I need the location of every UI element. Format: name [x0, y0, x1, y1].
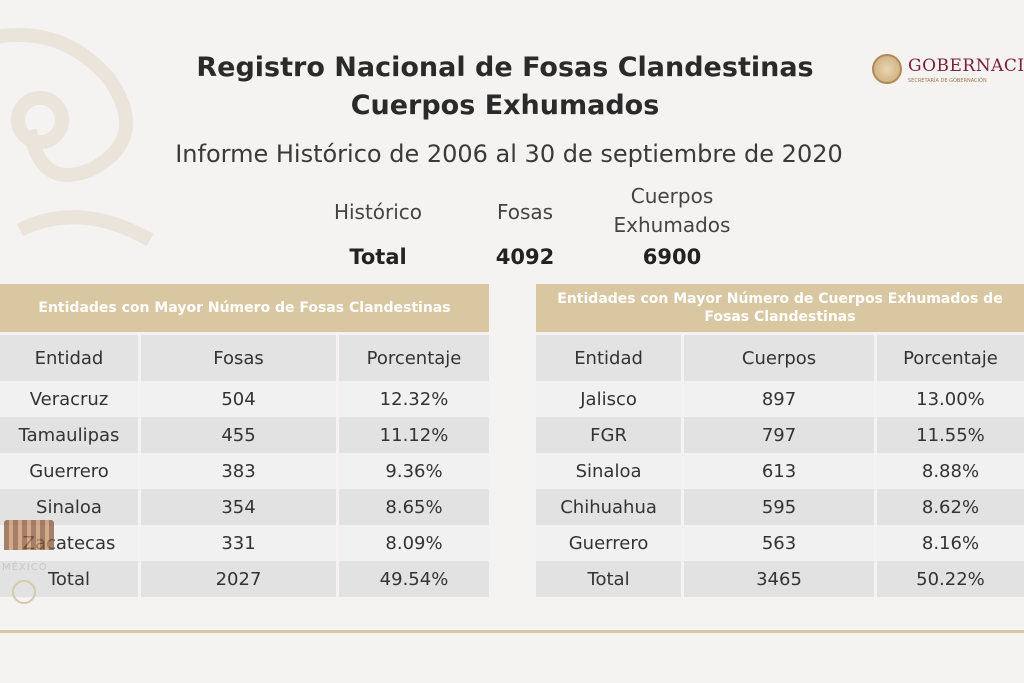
column-header: Entidad [536, 333, 683, 381]
summary-total-fosas: 4092 [495, 245, 555, 269]
cell-entidad: Total [0, 561, 140, 597]
corner-logo-text: MÉXICO [2, 562, 48, 573]
mexico-corner-logo: MÉXICO [0, 520, 60, 610]
column-header: Cuerpos [681, 333, 876, 381]
cell-fosas: 354 [138, 489, 338, 525]
column-header: Entidad [0, 333, 140, 381]
table-row: Guerrero 383 9.36% [0, 453, 489, 489]
cell-cuerpos: 897 [681, 381, 876, 417]
cell-porcentaje: 12.32% [336, 381, 489, 417]
page-subtitle: Informe Histórico de 2006 al 30 de septi… [175, 140, 843, 168]
cell-porcentaje: 8.65% [336, 489, 489, 525]
cell-entidad: Guerrero [536, 525, 683, 561]
seal-icon [872, 54, 902, 84]
cell-fosas: 2027 [138, 561, 338, 597]
table-row: Sinaloa 354 8.65% [0, 489, 489, 525]
table-row: FGR 797 11.55% [536, 417, 1024, 453]
cell-cuerpos: 563 [681, 525, 876, 561]
table-total-row: Total 2027 49.54% [0, 561, 489, 597]
gobernacion-logo: GOBERNACI SECRETARÍA DE GOBERNACIÓN [872, 52, 1024, 92]
table-fosas: Entidades con Mayor Número de Fosas Clan… [0, 284, 489, 597]
cell-cuerpos: 613 [681, 453, 876, 489]
decorative-pattern [0, 28, 154, 247]
table-row: Jalisco 897 13.00% [536, 381, 1024, 417]
table-header-row: Entidad Cuerpos Porcentaje [536, 333, 1024, 381]
divider [0, 630, 1024, 633]
cell-fosas: 383 [138, 453, 338, 489]
page-title-line2: Cuerpos Exhumados [350, 90, 660, 121]
table-row: Sinaloa 613 8.88% [536, 453, 1024, 489]
cell-porcentaje: 8.62% [873, 489, 1024, 525]
cell-entidad: Sinaloa [0, 489, 140, 525]
summary-total-cuerpos: 6900 [642, 245, 702, 269]
cell-fosas: 504 [138, 381, 338, 417]
cell-porcentaje: 8.16% [873, 525, 1024, 561]
summary-label-cuerpos: Cuerpos Exhumados [600, 182, 744, 240]
cell-porcentaje: 8.09% [336, 525, 489, 561]
cell-porcentaje: 11.12% [336, 417, 489, 453]
table-row: Zacatecas 331 8.09% [0, 525, 489, 561]
cell-cuerpos: 3465 [681, 561, 876, 597]
cell-entidad: Jalisco [536, 381, 683, 417]
table-total-row: Total 3465 50.22% [536, 561, 1024, 597]
cell-entidad: Chihuahua [536, 489, 683, 525]
summary-label-cuerpos-line1: Cuerpos [630, 184, 714, 208]
cell-fosas: 455 [138, 417, 338, 453]
cell-entidad: Total [536, 561, 683, 597]
cell-entidad: Tamaulipas [0, 417, 140, 453]
table-header-row: Entidad Fosas Porcentaje [0, 333, 489, 381]
cell-entidad: FGR [536, 417, 683, 453]
cell-porcentaje: 50.22% [873, 561, 1024, 597]
figures-icon [4, 520, 54, 550]
summary-total-label: Total [349, 245, 407, 269]
cell-entidad: Sinaloa [536, 453, 683, 489]
summary-label-historico: Histórico [333, 200, 423, 224]
summary-label-fosas: Fosas [496, 200, 554, 224]
table-row: Tamaulipas 455 11.12% [0, 417, 489, 453]
cell-porcentaje: 11.55% [873, 417, 1024, 453]
seal-icon [12, 580, 36, 604]
column-header: Fosas [138, 333, 338, 381]
table-row: Chihuahua 595 8.62% [536, 489, 1024, 525]
table-heading: Entidades con Mayor Número de Cuerpos Ex… [536, 284, 1024, 335]
column-header: Porcentaje [873, 333, 1024, 381]
cell-porcentaje: 9.36% [336, 453, 489, 489]
page-title: Registro Nacional de Fosas Clandestinas [196, 52, 814, 83]
cell-fosas: 331 [138, 525, 338, 561]
cell-entidad: Guerrero [0, 453, 140, 489]
cell-porcentaje: 49.54% [336, 561, 489, 597]
table-row: Guerrero 563 8.16% [536, 525, 1024, 561]
cell-cuerpos: 595 [681, 489, 876, 525]
cell-entidad: Veracruz [0, 381, 140, 417]
cell-porcentaje: 13.00% [873, 381, 1024, 417]
summary-label-cuerpos-line2: Exhumados [613, 213, 731, 237]
table-cuerpos: Entidades con Mayor Número de Cuerpos Ex… [536, 284, 1024, 597]
cell-porcentaje: 8.88% [873, 453, 1024, 489]
logo-subtitle: SECRETARÍA DE GOBERNACIÓN [908, 78, 987, 84]
cell-cuerpos: 797 [681, 417, 876, 453]
column-header: Porcentaje [336, 333, 489, 381]
logo-name: GOBERNACI [908, 56, 1024, 76]
table-row: Veracruz 504 12.32% [0, 381, 489, 417]
table-heading: Entidades con Mayor Número de Fosas Clan… [0, 284, 489, 335]
